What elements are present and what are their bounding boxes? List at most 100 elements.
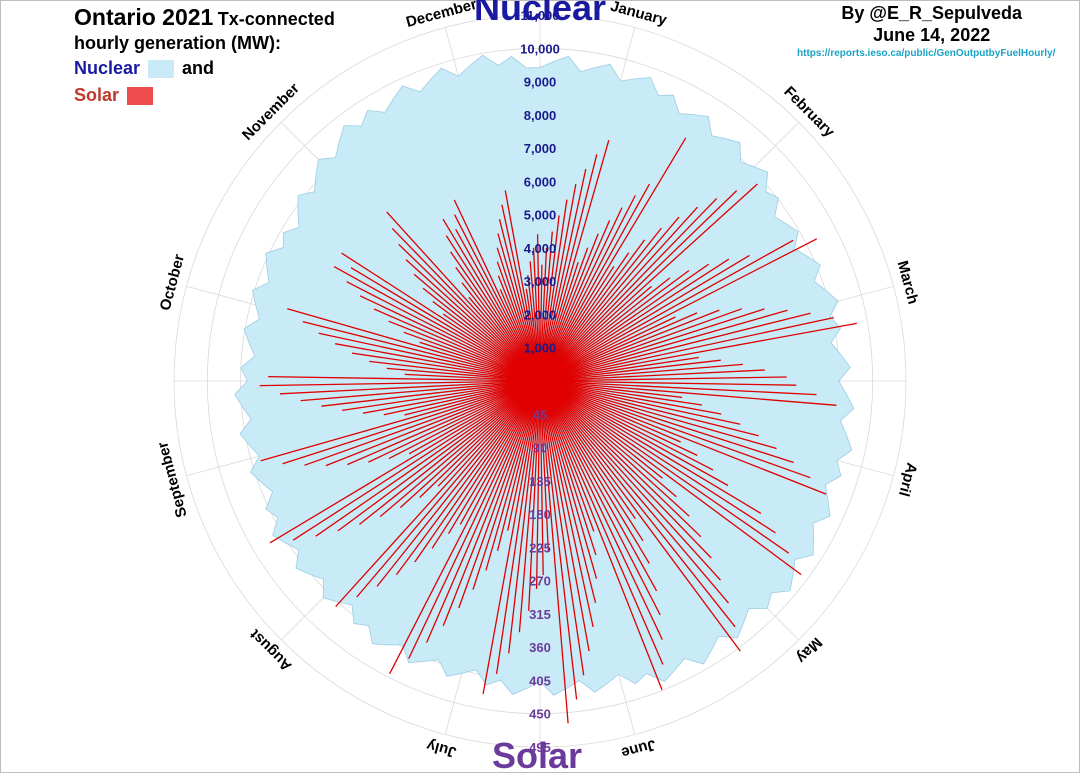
solar-spike [539,265,615,382]
solar-spike [386,367,541,382]
solar-spike [539,183,577,382]
credit-block: By @E_R_Sepulveda June 14, 2022 [841,2,1022,46]
solar-spike [485,380,541,571]
solar-spike [539,316,834,382]
solar-spike [539,262,579,382]
solar-spike [453,199,541,382]
solar-spike [539,380,698,456]
solar-spike [539,380,741,652]
solar-spike [391,227,541,382]
solar-spike [539,380,595,532]
solar-spike [389,380,541,675]
solar-spike [351,352,541,382]
solar-spike [539,206,698,382]
solar-spike [539,380,802,576]
solar-spike [419,380,541,498]
solar-spike [536,234,541,382]
solar-spike [539,252,630,382]
solar-spike [335,380,541,607]
solar-spike [496,247,541,382]
solar-spike [539,380,827,495]
solar-tick-label: 450 [529,707,551,722]
nuclear-tick-label: 6,000 [524,174,557,189]
solar-spike [356,380,541,598]
nuclear-axis-title: Nuclear [474,0,606,28]
solar-spike [539,277,671,382]
solar-spike [539,380,597,556]
solar-spike [539,380,597,603]
solar-spike [304,380,541,466]
solar-spike [539,380,797,386]
nuclear-tick-label: 2,000 [524,308,557,323]
solar-spike [539,380,741,425]
solar-spike [379,380,541,518]
solar-spike [539,380,569,724]
solar-spike [282,380,541,465]
solar-spike [373,308,541,382]
solar-spike [461,282,541,382]
solar-spike [532,247,541,382]
source-url-link[interactable]: https://reports.ieso.ca/public/GenOutput… [797,48,1056,59]
solar-spike [539,380,677,498]
solar-spike [539,376,787,382]
nuclear-tick-label: 9,000 [524,75,557,90]
solar-spike [422,287,541,382]
solar-spike [539,380,590,652]
solar-tick-label: 405 [529,674,551,689]
solar-spike [539,380,594,628]
solar-spike [398,243,541,382]
solar-spike [300,380,541,402]
solar-tick-label: 45 [533,407,547,422]
solar-spike [539,380,817,396]
solar-tick-label: 495 [529,740,551,755]
solar-spike [539,308,765,382]
title-main: Ontario 2021 [74,4,214,30]
solar-spike [539,380,661,616]
solar-spike [539,238,818,382]
solar-spike [539,380,714,471]
solar-spike [408,380,541,455]
solar-spike [539,231,553,382]
solar-spike [362,380,541,414]
solar-spike [386,211,541,382]
solar-spike [539,316,676,382]
solar-spike [388,380,541,460]
title-suffix: Tx-connected [217,9,335,29]
solar-spike [539,380,729,487]
solar-spike [539,207,623,382]
solar-spike [399,380,541,509]
solar-spike [414,380,541,563]
solar-spike [539,380,702,538]
solar-spike [342,380,541,412]
month-label: April [895,461,920,498]
month-label: October [157,252,188,312]
solar-spike [292,380,541,541]
chart-title: Ontario 2021 Tx-connected hourly generat… [74,4,335,55]
solar-spike [496,261,541,382]
solar-spike [539,380,585,676]
month-label: January [609,0,670,29]
solar-spike [539,380,544,576]
solar-spike [437,380,541,487]
solar-spike [383,380,541,416]
solar-spike [337,380,541,532]
legend-nuclear-label: Nuclear [74,58,141,78]
solar-spike [539,363,743,382]
solar-axis-title: Solar [492,735,582,773]
solar-spike [539,380,722,415]
solar-spike [260,380,541,462]
solar-spike [539,308,743,382]
solar-spike [442,218,541,382]
solar-spike [529,261,541,382]
credit-author: By @E_R_Sepulveda [841,3,1022,23]
solar-spike [472,380,541,590]
solar-spike [539,380,598,579]
solar-spike [539,380,644,542]
solar-spike [539,380,729,604]
solar-tick-label: 360 [529,640,551,655]
nuclear-tick-label: 10,000 [520,41,560,56]
solar-spike [539,312,698,382]
solar-spike [528,380,541,611]
solar-spike [539,197,718,382]
solar-spike [279,380,541,395]
